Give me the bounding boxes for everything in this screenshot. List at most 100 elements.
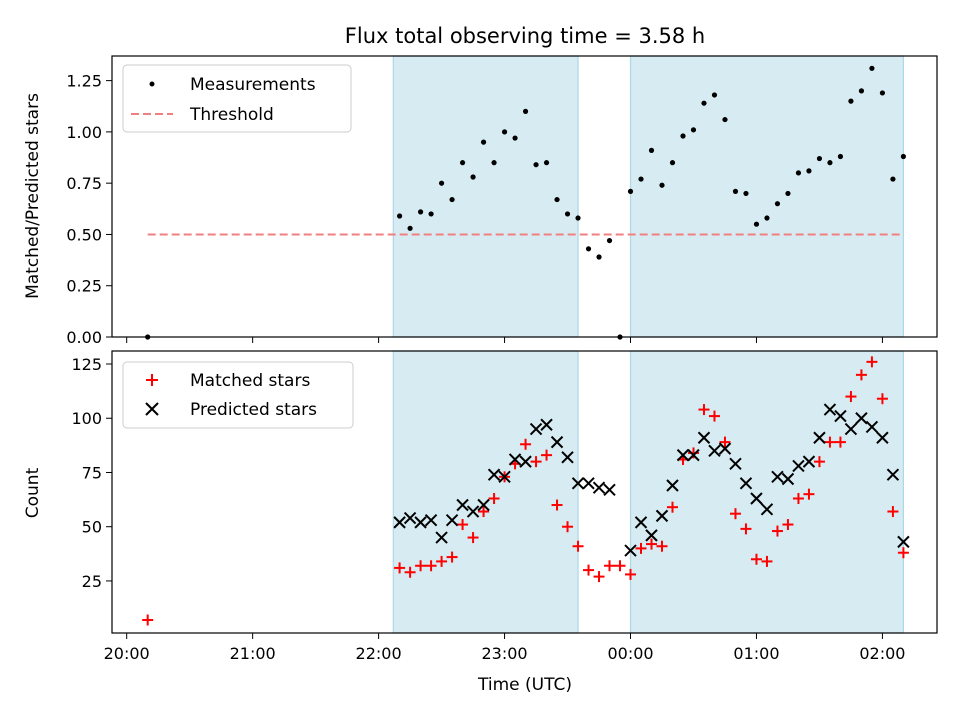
predicted-star-point (456, 498, 469, 512)
measurement-point (417, 209, 424, 215)
predicted-star-point (844, 422, 858, 436)
measurement-point (449, 196, 455, 203)
predicted-star-point (886, 468, 900, 481)
predicted-star-point (792, 459, 805, 473)
predicted-star-point (561, 451, 574, 464)
matched-star-point (887, 506, 899, 518)
matched-star-point (541, 449, 553, 461)
matched-star-point (761, 555, 773, 567)
matched-star-point (614, 560, 626, 572)
shaded-interval-0 (392, 350, 579, 634)
predicted-star-point (466, 505, 480, 518)
matched-star-point (562, 521, 574, 533)
legend-plus-marker (146, 374, 158, 386)
count-x-ticks: 20:00 21:00 22:00 23:00 00:00 01:00 02:00 (104, 633, 905, 663)
predicted-star-point (834, 409, 847, 423)
predicted-star-point (708, 444, 721, 457)
predicted-star-point (414, 516, 427, 529)
measurement-point (627, 188, 634, 194)
predicted-star-point (571, 477, 585, 490)
measurement-point (879, 90, 886, 96)
measurement-point (795, 170, 802, 176)
matched-star-point (478, 506, 490, 518)
x-tick-label: 00:00 (607, 644, 653, 663)
predicted-star-point (645, 529, 658, 542)
predicted-star-point (802, 455, 816, 468)
measurement-point (522, 108, 529, 114)
measurement-point (533, 162, 539, 168)
measurement-point (858, 88, 865, 94)
predicted-star-point (781, 472, 795, 486)
count-legend: Matched stars Predicted stars (122, 361, 354, 429)
matched-star-point (425, 560, 437, 572)
measurement-point (575, 215, 581, 221)
predicted-star-point (487, 468, 501, 481)
ratio-x-ticks (126, 337, 883, 343)
ratio-y-axis-label: Matched/Predicted stars (23, 93, 43, 299)
y-tick-label: 100 (71, 409, 102, 428)
matched-star-point (792, 493, 804, 505)
matched-star-point (687, 447, 699, 459)
matched-star-point (593, 571, 605, 583)
predicted-star-point (550, 435, 564, 449)
ratio-series (145, 65, 907, 340)
matched-star-point (666, 501, 678, 513)
predicted-star-point (676, 448, 690, 462)
y-tick-label: 0.25 (66, 277, 102, 296)
measurement-point (900, 153, 907, 160)
measurement-point (890, 176, 896, 182)
y-tick-label: 75 (82, 463, 102, 482)
predicted-star-point (813, 431, 826, 444)
measurement-point (701, 100, 707, 106)
measurement-point (722, 116, 728, 123)
matched-star-point (142, 614, 154, 626)
ratio-y-ticks: 0.00 0.25 0.50 0.75 1.00 1.25 (66, 72, 112, 347)
matched-star-point (750, 553, 762, 565)
predicted-star-point (655, 509, 669, 523)
measurement-point (753, 221, 760, 227)
legend-dot-marker (149, 81, 155, 87)
matched-star-point (583, 564, 595, 576)
matched-star-point (635, 542, 647, 554)
predicted-star-point (393, 516, 406, 529)
count-axes-frame (111, 350, 938, 634)
matched-star-point (719, 436, 731, 448)
predicted-star-point (823, 403, 837, 416)
matched-star-point (897, 547, 909, 559)
matched-star-point (394, 562, 406, 574)
measurement-point (554, 196, 560, 203)
predicted-star-point (855, 412, 868, 425)
shaded-interval-0 (392, 55, 579, 338)
matched-star-point (834, 436, 846, 448)
matched-star-point (771, 525, 783, 537)
shaded-interval-1 (629, 55, 905, 338)
predicted-star-point (403, 511, 417, 525)
matched-star-point (551, 499, 563, 511)
x-tick-label: 02:00 (859, 644, 905, 663)
y-tick-label: 50 (82, 518, 102, 537)
matched-star-point (404, 566, 416, 578)
matched-star-point (646, 538, 658, 550)
predicted-star-point (739, 477, 753, 490)
measurement-point (680, 133, 686, 139)
measurement-point (743, 190, 749, 197)
matched-star-point (866, 356, 878, 368)
predicted-star-point (624, 544, 637, 557)
legend-x-marker (145, 402, 159, 416)
predicted-star-point (760, 503, 774, 516)
y-tick-label: 125 (71, 355, 102, 374)
predicted-star-point (729, 457, 742, 471)
measurement-point (438, 180, 445, 186)
predicted-star-point (424, 513, 438, 527)
matched-star-point (876, 393, 888, 405)
matched-star-point (698, 404, 710, 416)
measurement-point (732, 188, 739, 194)
x-tick-label: 23:00 (482, 644, 528, 663)
ratio-legend: Measurements Threshold (122, 64, 352, 133)
matched-star-point (855, 369, 867, 381)
matched-star-point (488, 493, 500, 505)
measurement-point (837, 153, 844, 160)
predicted-star-point (603, 483, 616, 497)
y-tick-label: 1.00 (66, 123, 102, 142)
